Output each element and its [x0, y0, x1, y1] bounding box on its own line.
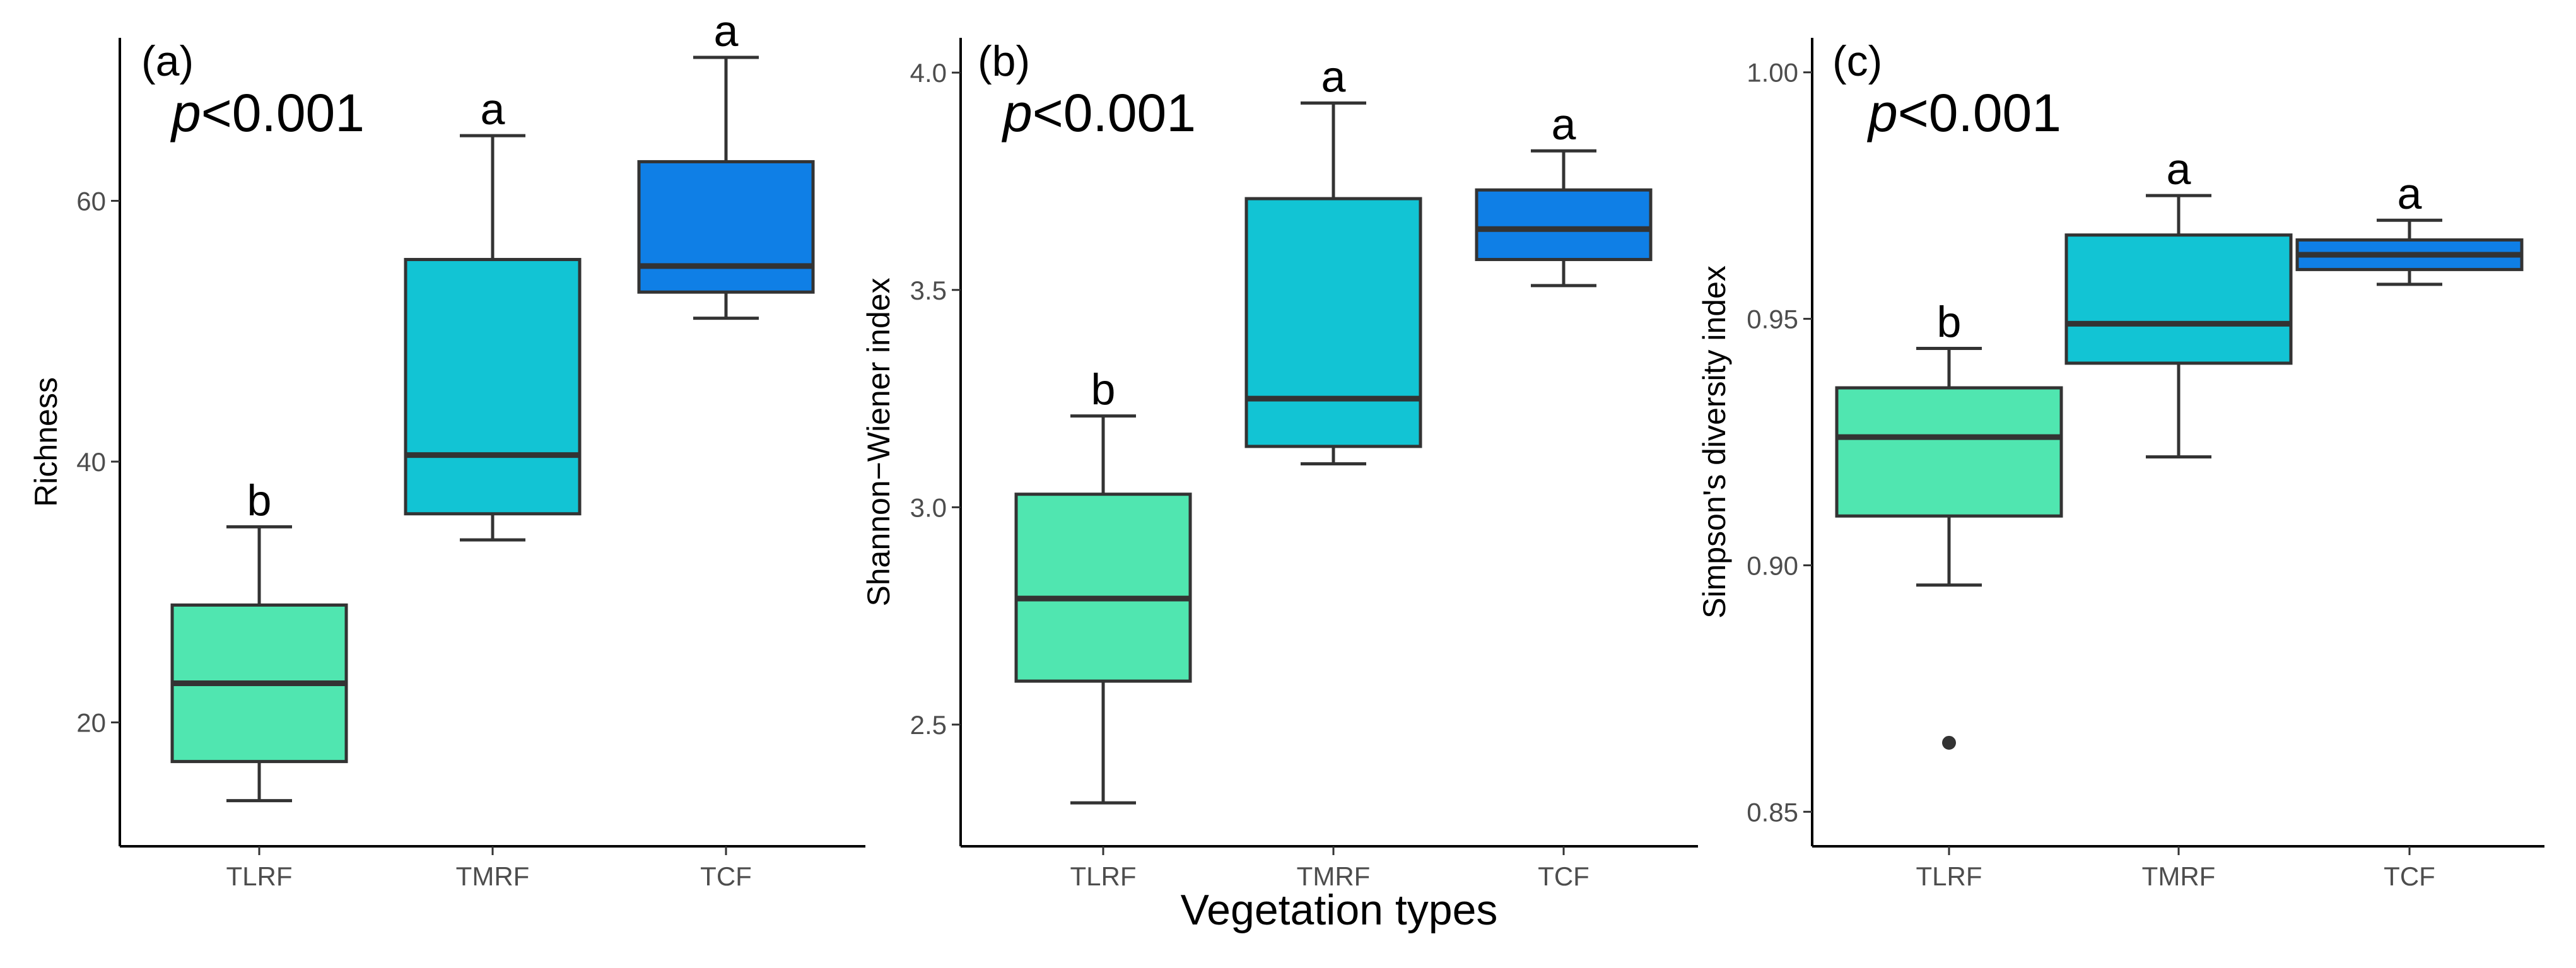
- y-tick-label: 4.0: [910, 58, 947, 88]
- y-tick-label: 20: [76, 708, 106, 738]
- x-tick-label: TCF: [1538, 861, 1590, 891]
- significance-letter: a: [714, 6, 739, 55]
- outlier-point: [1942, 735, 1956, 750]
- x-tick-label: TCF: [2384, 861, 2435, 891]
- panel-c: 0.85 0.90 0.95 1.00 Simpson's diversity inde…: [1697, 37, 2544, 891]
- x-tick-label: TLRF: [1070, 861, 1137, 891]
- panel-a: 20 40 60 Richness (a)p<0.001 b TLRF a TMRF a TCF: [28, 6, 865, 891]
- box-tcf: [1475, 188, 1653, 262]
- x-tick-label: TMRF: [456, 861, 530, 891]
- significance-letter: a: [2167, 144, 2191, 194]
- y-axis-label: Richness: [28, 377, 64, 507]
- y-axis-label: Simpson's diversity index: [1697, 265, 1732, 619]
- p-value-text: <0.001: [1033, 83, 1196, 143]
- x-tick-label: TLRF: [1916, 861, 1982, 891]
- significance-letter: a: [1552, 100, 1576, 149]
- box-tmrf: [2064, 233, 2293, 365]
- box-tmrf: [404, 258, 582, 516]
- panel-label: (c): [1832, 37, 1882, 85]
- significance-letter: b: [1091, 365, 1116, 414]
- y-tick-label: 0.85: [1747, 797, 1798, 827]
- p-value-text: <0.001: [201, 83, 365, 143]
- box-tmrf: [1244, 197, 1422, 448]
- x-tick-label: TCF: [700, 861, 752, 891]
- p-value-annotation: p<0.001: [1866, 83, 2061, 143]
- y-tick-label: 1.00: [1747, 58, 1798, 88]
- y-tick-label: 40: [76, 447, 106, 477]
- x-tick-label: TLRF: [226, 861, 293, 891]
- x-tick-label: TMRF: [2142, 861, 2216, 891]
- box-tlrf: [1014, 493, 1192, 683]
- significance-letter: b: [247, 475, 272, 525]
- x-axis-title: Vegetation types: [1181, 886, 1498, 934]
- y-tick-label: 0.90: [1747, 551, 1798, 580]
- y-tick-label: 2.5: [910, 710, 947, 740]
- p-value-annotation: p<0.001: [1001, 83, 1196, 143]
- p-value-text: <0.001: [1898, 83, 2061, 143]
- x-tick-label: TMRF: [1297, 861, 1371, 891]
- panel-label: (a): [141, 37, 194, 85]
- y-tick-label: 60: [76, 186, 106, 216]
- significance-letter: b: [1937, 297, 1962, 346]
- p-value-annotation: p<0.001: [170, 83, 365, 143]
- box-tlrf: [1835, 386, 2063, 518]
- significance-letter: a: [2397, 169, 2422, 218]
- significance-letter: a: [481, 85, 505, 134]
- panel-label: (b): [978, 37, 1030, 85]
- box-tcf: [637, 160, 815, 294]
- p-value-symbol: p: [1001, 83, 1033, 143]
- p-value-symbol: p: [1866, 83, 1898, 143]
- significance-letter: a: [1321, 52, 1346, 101]
- p-value-symbol: p: [170, 83, 201, 143]
- y-tick-label: 0.95: [1747, 305, 1798, 334]
- y-tick-label: 3.5: [910, 276, 947, 305]
- y-tick-label: 3.0: [910, 493, 947, 522]
- y-axis-label: Shannon−Wiener index: [861, 277, 896, 606]
- panel-b: 2.5 3.0 3.5 4.0 Shannon−Wiener index (b)p<0.0…: [861, 37, 1698, 891]
